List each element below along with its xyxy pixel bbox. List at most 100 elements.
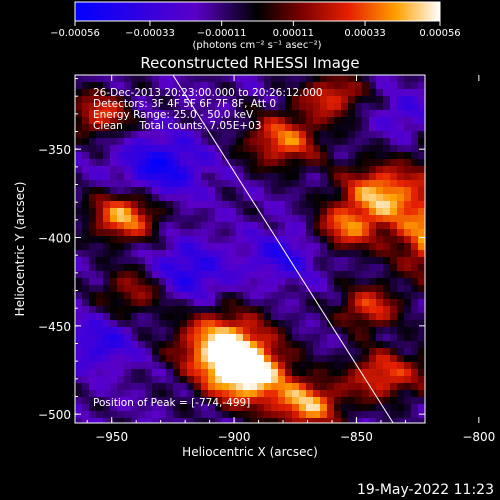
heatmap-cell — [236, 215, 244, 223]
heatmap-cell — [390, 229, 398, 237]
heatmap-cell — [404, 285, 412, 293]
heatmap-cell — [285, 411, 293, 419]
heatmap-cell — [222, 264, 230, 272]
heatmap-cell — [243, 257, 251, 265]
heatmap-cell — [173, 75, 181, 83]
heatmap-cell — [390, 313, 398, 321]
heatmap-cell — [131, 82, 139, 90]
heatmap-cell — [166, 341, 174, 349]
heatmap-cell — [187, 320, 195, 328]
heatmap-cell — [327, 236, 335, 244]
heatmap-cell — [264, 306, 272, 314]
heatmap-cell — [257, 243, 265, 251]
heatmap-cell — [278, 348, 286, 356]
heatmap-cell — [152, 285, 160, 293]
heatmap-cell — [278, 306, 286, 314]
heatmap-cell — [166, 362, 174, 370]
heatmap-cell — [229, 355, 237, 363]
heatmap-cell — [173, 397, 181, 405]
heatmap-cell — [376, 390, 384, 398]
heatmap-cell — [250, 215, 258, 223]
heatmap-cell — [117, 159, 125, 167]
heatmap-cell — [236, 82, 244, 90]
heatmap-cell — [313, 117, 321, 125]
heatmap-cell — [306, 243, 314, 251]
heatmap-cell — [201, 103, 209, 111]
heatmap-cell — [376, 271, 384, 279]
heatmap-cell — [138, 75, 146, 83]
heatmap-cell — [222, 82, 230, 90]
heatmap-cell — [271, 236, 279, 244]
heatmap-cell — [110, 124, 118, 132]
heatmap-cell — [236, 264, 244, 272]
heatmap-cell — [341, 383, 349, 391]
heatmap-cell — [166, 215, 174, 223]
heatmap-cell — [243, 292, 251, 300]
heatmap-cell — [222, 411, 230, 419]
heatmap-cell — [390, 355, 398, 363]
heatmap-cell — [292, 208, 300, 216]
heatmap-cell — [166, 117, 174, 125]
heatmap-cell — [334, 215, 342, 223]
heatmap-cell — [201, 334, 209, 342]
heatmap-cell — [194, 180, 202, 188]
heatmap-cell — [124, 397, 132, 405]
heatmap-cell — [376, 187, 384, 195]
heatmap-cell — [411, 390, 419, 398]
heatmap-cell — [404, 418, 412, 423]
heatmap-cell — [404, 334, 412, 342]
heatmap-cell — [222, 194, 230, 202]
heatmap-cell — [159, 229, 167, 237]
heatmap-cell — [250, 82, 258, 90]
heatmap-cell — [173, 145, 181, 153]
heatmap-cell — [124, 145, 132, 153]
heatmap-cell — [208, 138, 216, 146]
heatmap-cell — [341, 341, 349, 349]
heatmap-cell — [411, 145, 419, 153]
heatmap-cell — [236, 110, 244, 118]
heatmap-cell — [264, 138, 272, 146]
heatmap-cell — [89, 264, 97, 272]
heatmap-cell — [341, 306, 349, 314]
heatmap-cell — [215, 145, 223, 153]
heatmap-cell — [236, 124, 244, 132]
heatmap-cell — [180, 131, 188, 139]
heatmap-cell — [341, 278, 349, 286]
heatmap-cell — [229, 299, 237, 307]
heatmap-cell — [341, 271, 349, 279]
heatmap-cell — [194, 355, 202, 363]
heatmap-cell — [299, 194, 307, 202]
heatmap-cell — [334, 292, 342, 300]
heatmap-cell — [383, 404, 391, 412]
heatmap-cell — [194, 334, 202, 342]
heatmap-cell — [327, 397, 335, 405]
heatmap-cell — [292, 390, 300, 398]
heatmap-cell — [124, 208, 132, 216]
heatmap-cell — [166, 404, 174, 412]
heatmap-cell — [201, 397, 209, 405]
heatmap-cell — [236, 145, 244, 153]
heatmap-cell — [145, 292, 153, 300]
heatmap-cell — [236, 222, 244, 230]
heatmap-cell — [208, 117, 216, 125]
heatmap-cell — [341, 285, 349, 293]
heatmap-cell — [397, 208, 405, 216]
heatmap-cell — [418, 404, 425, 412]
heatmap-cell — [152, 236, 160, 244]
heatmap-cell — [306, 187, 314, 195]
heatmap-cell — [397, 327, 405, 335]
heatmap-cell — [110, 320, 118, 328]
heatmap-cell — [250, 383, 258, 391]
heatmap-cell — [292, 138, 300, 146]
heatmap-cell — [89, 390, 97, 398]
heatmap-cell — [334, 348, 342, 356]
heatmap-cell — [397, 397, 405, 405]
heatmap-cell — [75, 194, 83, 202]
heatmap-cell — [418, 89, 425, 97]
heatmap-cell — [124, 180, 132, 188]
heatmap-cell — [236, 257, 244, 265]
heatmap-cell — [285, 355, 293, 363]
heatmap-cell — [285, 397, 293, 405]
heatmap-cell — [236, 397, 244, 405]
heatmap-cell — [278, 96, 286, 104]
